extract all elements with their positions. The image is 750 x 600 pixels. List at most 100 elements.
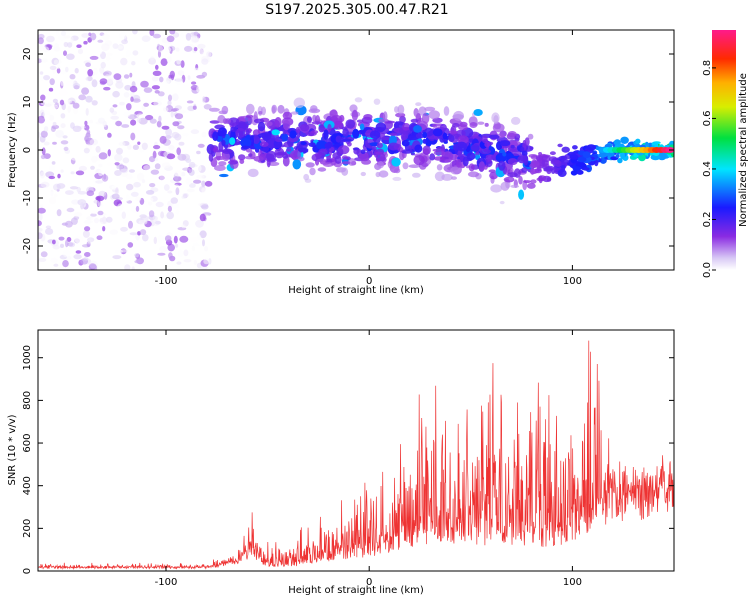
spectrogram-blob — [341, 161, 351, 165]
spectrogram-blob — [56, 30, 60, 36]
spectrogram-blob — [561, 165, 566, 169]
spectrogram-blob — [521, 167, 528, 173]
colorbar-tick-label: 0.6 — [702, 110, 713, 126]
spectrogram-blob — [98, 169, 104, 177]
spectrogram-blob — [175, 243, 179, 248]
spectrogram-blob — [125, 50, 131, 58]
spectrogram-blob — [85, 133, 91, 141]
spectrogram-blob — [87, 75, 93, 82]
spectrogram-blob — [469, 122, 478, 128]
spectrogram-blob — [484, 122, 489, 127]
spectrogram-blob — [318, 148, 328, 156]
spectrogram-blob — [115, 81, 124, 89]
chart-title: S197.2025.305.00.47.R21 — [265, 2, 448, 18]
spectrogram-blob — [347, 158, 356, 166]
spectrogram-blob — [67, 42, 73, 48]
spectrogram-blob — [112, 104, 118, 108]
spectrogram-blob — [442, 151, 454, 163]
spectrogram-blob — [174, 175, 182, 182]
spectrogram-blob — [85, 108, 89, 116]
spectrogram-blob — [57, 173, 61, 179]
spectrogram-blob — [554, 159, 560, 165]
spectrogram-blob — [98, 254, 106, 260]
spectrogram-blob — [615, 154, 620, 158]
spectrogram-blob — [155, 201, 164, 208]
spectrogram-blob — [470, 144, 480, 152]
spectrogram-blob — [422, 148, 430, 155]
spectrogram-blob — [300, 141, 307, 145]
spectrogram-blob — [193, 260, 197, 265]
spectrogram-blob — [66, 207, 75, 213]
spectrogram-ytick-label: -10 — [22, 190, 33, 206]
spectrogram-blob — [112, 90, 120, 98]
spectrogram-blob — [378, 170, 389, 178]
spectrogram-blob — [73, 106, 79, 115]
spectrogram-blob — [333, 120, 344, 130]
spectrogram-blob — [177, 125, 185, 130]
spectrogram-blob — [38, 58, 43, 64]
spectrogram-blob — [105, 216, 113, 223]
spectrogram-blob — [229, 137, 236, 146]
spectrogram-blob — [172, 107, 179, 112]
spectrogram-blob — [203, 104, 212, 110]
spectrogram-blob — [71, 199, 80, 205]
spectrogram-blob — [105, 52, 113, 57]
spectrogram-blob — [51, 161, 56, 165]
spectrogram-blob — [442, 132, 448, 140]
spectrogram-blob — [107, 77, 113, 85]
spectrogram-blob — [433, 156, 445, 161]
spectrogram-blob — [408, 145, 414, 150]
spectrogram-blob — [125, 194, 130, 202]
spectrogram-blob — [52, 98, 59, 104]
spectrogram-blob — [491, 112, 500, 123]
spectrogram-blob — [112, 255, 122, 260]
spectrogram-blob — [144, 197, 154, 203]
spectrogram-blob — [136, 117, 141, 123]
spectrogram-blob — [499, 140, 511, 147]
spectrogram-blob — [327, 123, 332, 132]
spectrogram-blob — [586, 144, 597, 151]
spectrogram-blob — [238, 154, 246, 161]
spectrogram-blob — [77, 199, 87, 206]
spectrogram-blob — [103, 257, 112, 262]
snr-ytick-label: 400 — [22, 476, 33, 495]
spectrogram-blob — [175, 209, 180, 215]
spectrogram-blob — [457, 150, 462, 158]
spectrogram-blob — [138, 117, 148, 125]
spectrogram-blob — [126, 183, 134, 191]
spectrogram-blob — [218, 161, 227, 166]
colorbar-tick-label: 0.2 — [702, 212, 713, 228]
spectrogram-blob — [133, 181, 141, 188]
spectrogram-blob — [360, 171, 366, 177]
spectrogram-blob — [65, 66, 69, 73]
spectrogram-blob — [204, 246, 209, 252]
spectrogram-blob — [227, 117, 240, 126]
spectrogram-blob — [89, 55, 99, 60]
spectrogram-blob — [89, 32, 97, 41]
spectrogram-blob — [124, 84, 132, 91]
spectrogram-blob — [561, 146, 570, 153]
spectrogram-blob — [48, 196, 57, 205]
spectrogram-blob — [122, 157, 130, 164]
spectrogram-blob — [241, 145, 250, 150]
spectrogram-blob — [428, 110, 440, 120]
spectrogram-blob — [341, 138, 352, 142]
spectrogram-blob — [517, 155, 528, 164]
spectrogram-blob — [65, 220, 73, 228]
spectrogram-blob — [143, 165, 151, 171]
spectrogram-blob — [46, 35, 55, 43]
spectrogram-blob — [75, 245, 81, 249]
spectrogram-blob — [189, 236, 199, 242]
spectrogram-blob — [75, 250, 82, 254]
spectrogram-blob — [402, 123, 411, 131]
spectrogram-blob — [167, 94, 173, 102]
spectrogram-blob — [78, 94, 87, 101]
spectrogram-blob — [98, 163, 103, 168]
spectrogram-blob — [42, 46, 50, 53]
spectrogram-blob — [140, 80, 149, 88]
spectrogram-blob — [156, 120, 162, 128]
spectrogram-blob — [182, 133, 189, 137]
spectrogram-blob — [182, 167, 191, 171]
spectrogram-blob — [342, 128, 349, 137]
spectrogram-blob — [128, 220, 133, 229]
